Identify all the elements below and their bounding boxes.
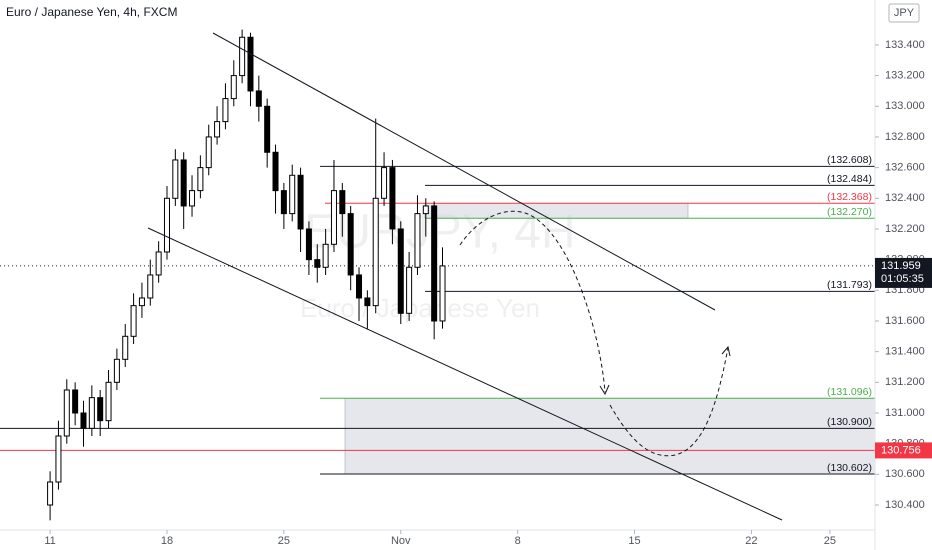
demand-zone [344,398,876,475]
x-tick-label: 22 [745,535,757,547]
y-tick-label: 132.400 [885,192,925,204]
currency: JPY [894,7,915,19]
trend-line-lower [147,227,783,521]
candle-body [130,305,137,337]
candle-body [397,228,404,314]
candle-body [289,174,296,215]
projection-arrow [609,347,729,457]
candle-body [47,481,54,506]
candle-body [339,190,346,215]
candle-body [247,36,254,92]
level-label: (130.602) [827,462,872,474]
candle-body [222,98,229,123]
candle-body [155,251,162,276]
chart-title: Euro / Japanese Yen, 4h, FXCM [6,5,177,19]
candle-body [180,159,187,207]
marked-price-label: 130.756 [881,444,921,456]
x-tick-label: 15 [628,535,640,547]
x-tick-label: 18 [161,535,173,547]
candle-body [122,335,129,360]
candle-body [72,389,79,414]
supply-zone [424,202,689,219]
candle-body [272,151,279,192]
candle-body [230,75,237,100]
projection-arrow [459,210,606,393]
level-label: (132.270) [827,206,872,218]
x-tick-label: 25 [278,535,290,547]
x-tick-label: 11 [44,535,55,547]
y-tick-label: 133.400 [885,39,925,51]
candle-body [280,190,287,215]
x-tick-label: Nov [391,535,411,547]
candle-body [80,412,87,429]
candle-body [414,213,421,268]
arrow-head [721,345,731,357]
level-label: (132.608) [827,154,872,166]
candle-body [197,167,204,192]
candle-body [239,36,246,77]
candle-body [172,159,179,199]
watermark-subtitle: Euro / Japanese Yen [300,293,540,323]
candle-body [381,167,388,199]
candle-body [372,197,379,307]
x-tick-label: 25 [824,535,836,547]
candle-body [147,274,154,299]
y-tick-label: 131.600 [885,315,925,327]
candle-body [356,274,363,299]
candle-body [322,243,329,268]
candle-body [347,213,354,276]
y-tick-label: 132.600 [885,162,925,174]
y-tick-label: 133.200 [885,70,925,82]
level-label: (132.368) [827,191,872,203]
candle-body [88,397,95,429]
y-tick-label: 131.000 [885,407,925,419]
y-tick-label: 131.400 [885,346,925,358]
countdown: 01:05:35 [881,273,924,285]
level-label: (132.484) [827,173,872,185]
y-tick-label: 130.600 [885,468,925,480]
candle-body [297,174,304,230]
candle-body [163,197,170,253]
candle-body [431,205,438,322]
last-price-label: 131.959 [881,260,921,272]
last-price-badge [875,257,932,288]
candle-body [389,167,396,230]
marked-price-badge [875,442,932,459]
arrow-head [599,384,610,396]
trend-line-upper [212,32,716,311]
candle-body [255,90,262,107]
x-tick-label: 8 [515,535,521,547]
candle-body [264,105,271,153]
y-tick-label: 131.200 [885,376,925,388]
candle-body [138,297,145,307]
candle-body [97,397,104,422]
candle-body [330,190,337,245]
level-label: (131.096) [827,386,872,398]
candle-body [189,190,196,207]
y-tick-label: 132.800 [885,131,925,143]
y-tick-label: 133.000 [885,100,925,112]
candle-body [439,265,446,322]
currency-box[interactable] [888,3,920,23]
y-tick-label: 132.200 [885,223,925,235]
candle-body [113,358,120,383]
candle-body [364,297,371,307]
candle-body [314,259,321,268]
candle-body [205,136,212,169]
candle-body [305,228,312,261]
candle-body [214,121,221,138]
level-label: (130.900) [827,416,872,428]
candle-body [406,266,413,314]
candle-body [55,435,62,483]
level-label: (131.793) [827,279,872,291]
candle-body [105,381,112,422]
candle-body [422,205,429,215]
candle-body [63,389,70,437]
y-tick-label: 130.400 [885,499,925,511]
